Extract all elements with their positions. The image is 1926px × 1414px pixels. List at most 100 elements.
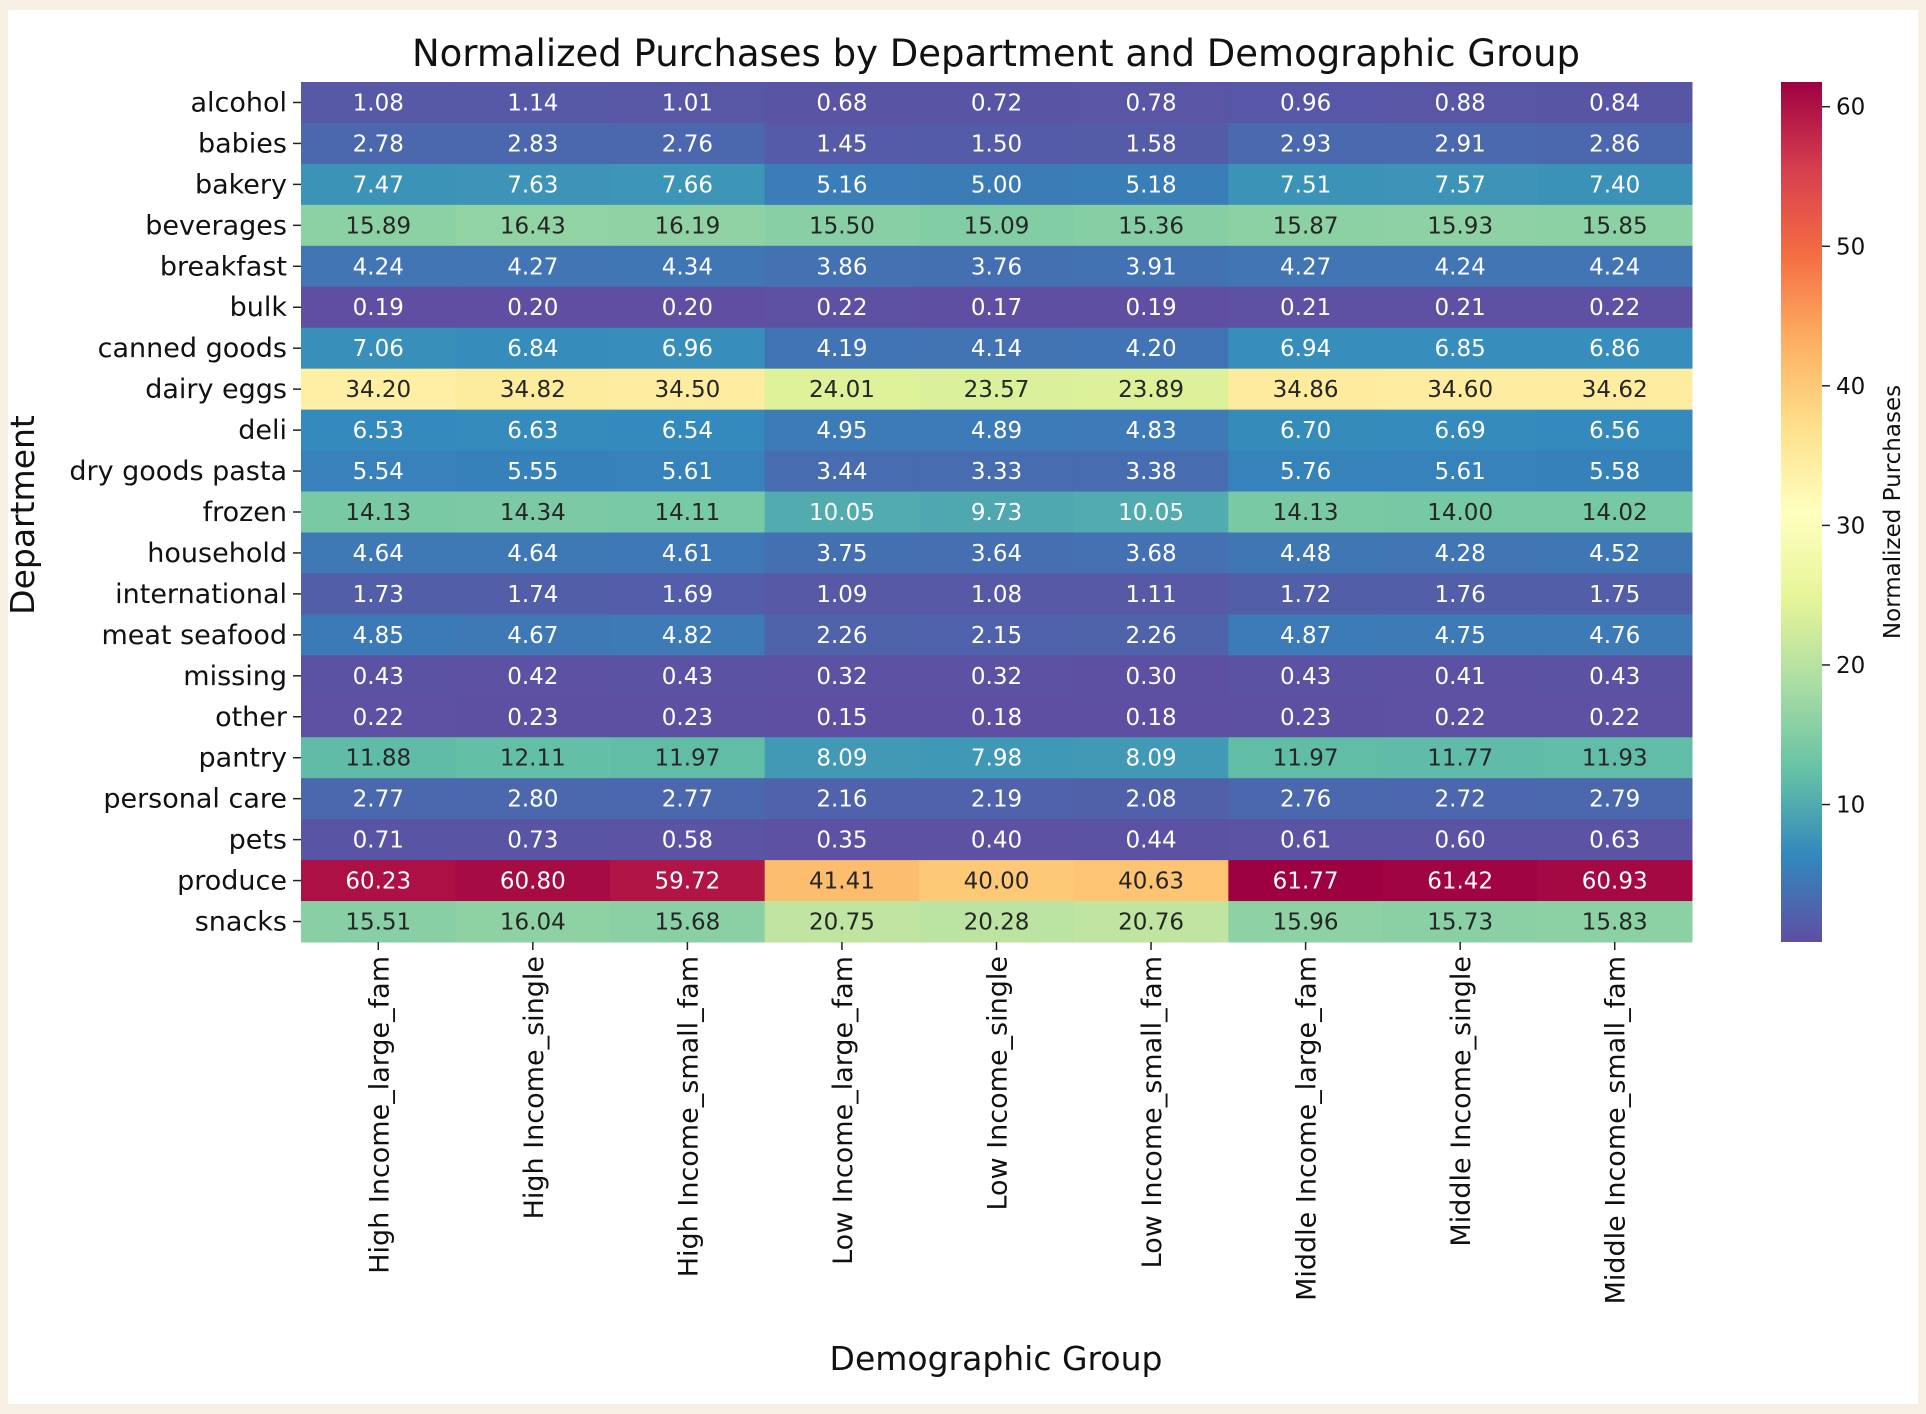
cell-label: 1.75 xyxy=(1589,582,1640,608)
heatmap-cell xyxy=(1228,819,1384,861)
heatmap-cell xyxy=(1382,819,1538,861)
heatmap-cell xyxy=(1073,819,1229,861)
x-tick-label: Low Income_large_fam xyxy=(828,956,859,1265)
cell-label: 4.52 xyxy=(1589,541,1640,567)
heatmap-cell xyxy=(301,819,457,861)
cell-label: 1.72 xyxy=(1280,582,1331,608)
heatmap-cell xyxy=(1073,163,1229,206)
x-tick-label: Middle Income_single xyxy=(1446,956,1477,1247)
cell-label: 6.85 xyxy=(1435,336,1486,362)
cell-label: 14.11 xyxy=(654,500,720,526)
cell-label: 2.26 xyxy=(816,623,867,649)
heatmap-cell xyxy=(1228,409,1384,452)
heatmap-cell xyxy=(1537,696,1693,738)
heatmap-cell xyxy=(764,655,920,697)
heatmap-cell xyxy=(1228,368,1384,411)
cell-label: 0.96 xyxy=(1280,90,1331,116)
heatmap-cell xyxy=(455,204,611,247)
heatmap-cell xyxy=(455,819,611,861)
cell-label: 4.14 xyxy=(971,336,1022,362)
y-tick-label: bulk xyxy=(230,292,288,323)
colorbar-tick-label: 30 xyxy=(1836,513,1865,539)
heatmap-cell xyxy=(610,245,766,288)
heatmap-cell xyxy=(764,163,920,206)
cell-label: 4.83 xyxy=(1125,418,1176,444)
y-tick-label: meat seafood xyxy=(101,620,287,651)
heatmap-cell xyxy=(301,491,457,533)
heatmap-cell xyxy=(610,778,766,820)
heatmap-cell xyxy=(764,450,920,493)
heatmap-cell xyxy=(1228,532,1384,574)
heatmap-cell xyxy=(301,901,457,943)
cell-label: 5.58 xyxy=(1589,459,1640,485)
cell-label: 1.01 xyxy=(662,90,713,116)
colorbar xyxy=(1781,82,1822,942)
cell-label: 1.08 xyxy=(971,582,1022,608)
cell-label: 0.43 xyxy=(662,664,713,690)
cell-label: 1.50 xyxy=(971,131,1022,157)
cell-label: 0.43 xyxy=(1280,664,1331,690)
cell-label: 4.85 xyxy=(353,623,404,649)
colorbar-label: Normalized Purchases xyxy=(1880,385,1906,639)
heatmap-cell xyxy=(610,901,766,943)
cell-label: 6.94 xyxy=(1280,336,1331,362)
heatmap-cell xyxy=(455,450,611,493)
cell-label: 60.23 xyxy=(345,869,411,895)
heatmap-cell xyxy=(1537,737,1693,779)
cell-label: 2.80 xyxy=(507,787,558,813)
heatmap-cell xyxy=(919,778,1075,820)
cell-label: 1.69 xyxy=(662,582,713,608)
heatmap-cell xyxy=(610,122,766,165)
cell-label: 5.16 xyxy=(816,172,867,198)
cell-label: 1.73 xyxy=(353,582,404,608)
heatmap-cell xyxy=(1382,737,1538,779)
cell-label: 11.77 xyxy=(1427,746,1493,772)
heatmap-cell xyxy=(1073,860,1229,902)
cell-label: 0.63 xyxy=(1589,828,1640,854)
heatmap-cell xyxy=(1073,614,1229,656)
cell-label: 6.86 xyxy=(1589,336,1640,362)
cell-label: 0.58 xyxy=(662,828,713,854)
heatmap-cell xyxy=(1073,696,1229,738)
heatmap-cell xyxy=(1537,368,1693,411)
cell-label: 6.56 xyxy=(1589,418,1640,444)
cell-label: 0.22 xyxy=(1589,295,1640,321)
heatmap-cell xyxy=(301,327,457,370)
cell-label: 0.22 xyxy=(353,705,404,731)
y-tick-label: alcohol xyxy=(190,87,287,118)
cell-label: 5.61 xyxy=(662,459,713,485)
heatmap-cell xyxy=(1228,696,1384,738)
heatmap-cell xyxy=(610,696,766,738)
x-tick-label: High Income_small_fam xyxy=(673,956,704,1277)
cell-label: 8.09 xyxy=(1125,746,1176,772)
colorbar-tick-label: 50 xyxy=(1836,234,1865,260)
cell-label: 15.89 xyxy=(345,213,411,239)
cell-label: 5.76 xyxy=(1280,459,1331,485)
heatmap-cell xyxy=(1228,614,1384,656)
heatmap-cell xyxy=(1073,655,1229,697)
heatmap-cell xyxy=(455,532,611,574)
heatmap-cell xyxy=(1537,614,1693,656)
y-tick-label: bakery xyxy=(195,169,287,200)
cell-label: 2.91 xyxy=(1435,131,1486,157)
heatmap-cell xyxy=(610,819,766,861)
cell-label: 0.22 xyxy=(1589,705,1640,731)
cell-label: 1.45 xyxy=(816,131,867,157)
heatmap-cell xyxy=(1537,286,1693,329)
heatmap-cell xyxy=(1073,450,1229,493)
heatmap-cell xyxy=(301,696,457,738)
heatmap-cell xyxy=(1073,532,1229,574)
y-tick-label: household xyxy=(147,538,287,569)
cell-label: 2.26 xyxy=(1125,623,1176,649)
y-tick-label: beverages xyxy=(145,210,287,241)
cell-label: 0.61 xyxy=(1280,828,1331,854)
cell-label: 20.76 xyxy=(1118,910,1184,936)
cell-label: 0.19 xyxy=(1125,295,1176,321)
heatmap-cell xyxy=(764,286,920,329)
x-tick-label: Middle Income_small_fam xyxy=(1601,956,1632,1304)
cell-label: 0.42 xyxy=(507,664,558,690)
cell-label: 0.22 xyxy=(816,295,867,321)
cell-label: 16.19 xyxy=(654,213,720,239)
cell-label: 7.63 xyxy=(507,172,558,198)
cell-label: 0.21 xyxy=(1435,295,1486,321)
